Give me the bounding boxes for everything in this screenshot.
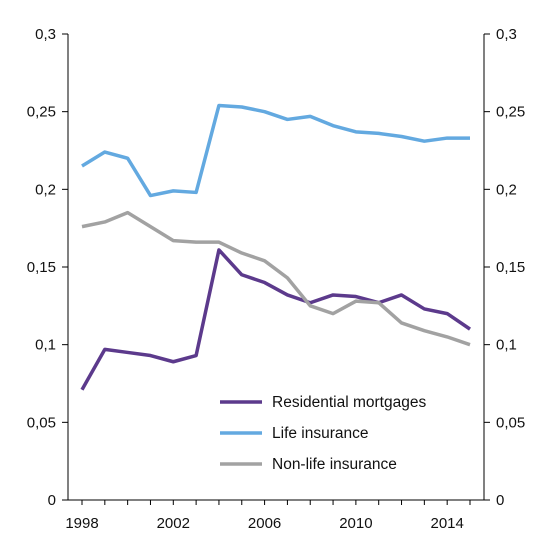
x-tick-label: 1998 <box>65 515 98 532</box>
left-y-tick-label: 0,25 <box>27 104 56 121</box>
series-line-residential-mortgages <box>80 248 471 391</box>
left-y-tick-label: 0,3 <box>35 26 56 43</box>
x-tick-label: 2002 <box>157 515 190 532</box>
axis-ticks: 0 0 0,05 0,05 0,1 0,1 0,15 0,15 0,2 0,2 0,25 0,25 0,… <box>27 26 525 532</box>
data-series <box>80 103 471 391</box>
right-y-tick-label: 0,3 <box>496 26 517 43</box>
right-y-tick-label: 0,1 <box>496 337 517 354</box>
series-line-non-life-insurance <box>81 210 471 347</box>
left-y-tick-label: 0,05 <box>27 414 56 431</box>
x-tick-label: 2006 <box>248 515 281 532</box>
series-line-life-insurance <box>81 103 470 198</box>
legend: Residential mortgages Life insurance Non-l… <box>220 394 426 473</box>
right-y-tick-label: 0,25 <box>496 104 525 121</box>
left-y-tick-label: 0 <box>48 492 56 509</box>
left-y-tick-label: 0,1 <box>35 337 56 354</box>
right-y-tick-label: 0,15 <box>496 259 525 276</box>
right-y-tick-label: 0,2 <box>496 181 517 198</box>
left-y-tick-label: 0,15 <box>27 259 56 276</box>
legend-label-life-insurance: Life insurance <box>272 425 369 442</box>
legend-label-residential-mortgages: Residential mortgages <box>272 394 426 411</box>
legend-label-non-life-insurance: Non-life insurance <box>272 456 397 473</box>
right-y-tick-label: 0,05 <box>496 414 525 431</box>
x-tick-label: 2010 <box>339 515 372 532</box>
right-y-tick-label: 0 <box>496 492 504 509</box>
left-y-tick-label: 0,2 <box>35 181 56 198</box>
x-tick-label: 2014 <box>430 515 463 532</box>
